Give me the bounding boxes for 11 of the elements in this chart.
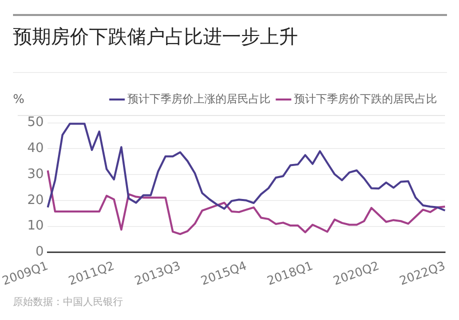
text: 原始数据：中国人民银行 (13, 296, 123, 310)
y-axis-title: % (13, 92, 24, 106)
chart-title: 预期房价下跌储户占比进一步上升 (13, 25, 298, 50)
legend-label: 预计下季房价下跌的居民占比 (294, 92, 437, 106)
y-tick-label: 40 (27, 141, 44, 156)
y-tick-label: 30 (27, 166, 44, 182)
y-tick-label: 20 (27, 192, 44, 208)
y-tick-label: 10 (27, 218, 44, 234)
y-tick-label: 50 (27, 115, 44, 130)
y-tick-label: 0 (35, 244, 44, 260)
legend-label: 预计下季房价上涨的居民占比 (128, 92, 270, 106)
